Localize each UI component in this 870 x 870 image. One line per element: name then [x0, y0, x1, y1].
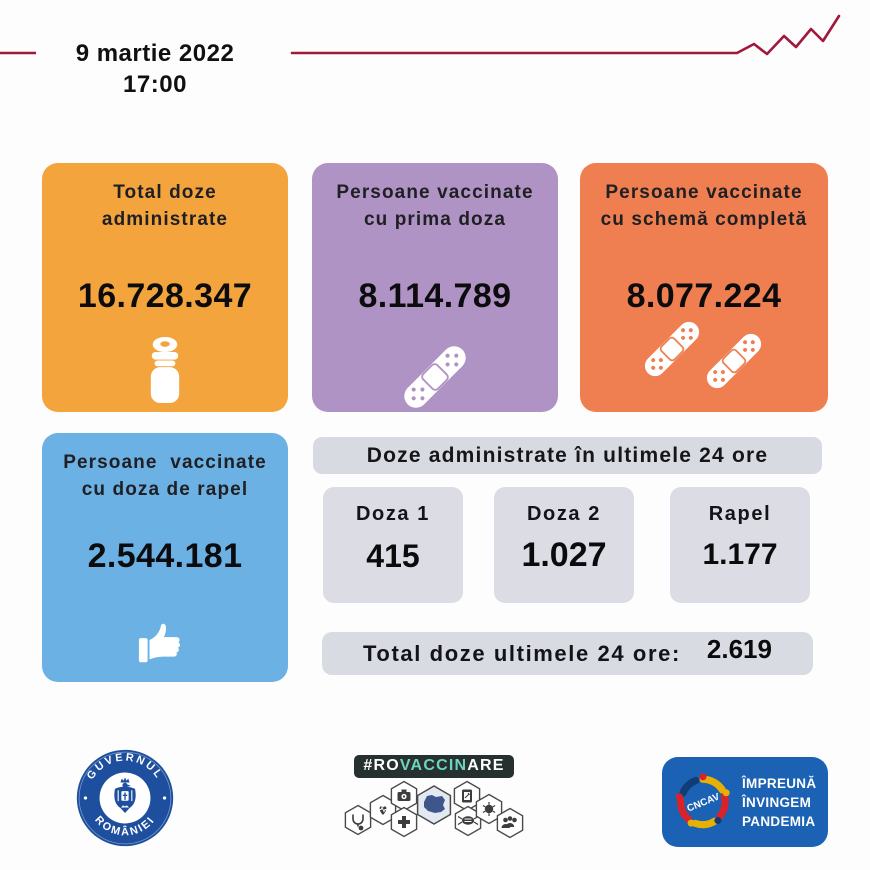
booster-label: Rapel: [708, 503, 772, 525]
vaccine-vial-icon: [42, 336, 288, 404]
card-first-dose: Persoane vaccinate cu prima doza 8.114.7…: [312, 163, 558, 412]
rovaccinare-badge: #ROVACCINARE: [354, 755, 514, 778]
trend-line-icon: [0, 14, 841, 56]
card-full-scheme: Persoane vaccinate cu schemă completă 8.…: [580, 163, 828, 412]
report-datetime: 9 martie 2022 17:00: [40, 38, 270, 100]
cncav-acronym: CNCAV: [686, 791, 722, 814]
romania-map-shape: [424, 795, 445, 813]
card-full-scheme-value: 8.077.224: [626, 277, 782, 315]
report-time: 17:00: [123, 71, 187, 98]
dose2-value: 1.027: [521, 536, 607, 574]
card-first-dose-value: 8.114.789: [358, 277, 512, 315]
total-24h-label: Total doze ultimele 24 ore:: [363, 640, 681, 666]
dose1-label: Doza 1: [355, 503, 431, 525]
double-bandage-icon: [580, 321, 828, 408]
booster-value: 1.177: [702, 538, 778, 571]
card-first-dose-title: Persoane vaccinate cu prima doza: [336, 182, 534, 230]
card-booster-title: Persoane vaccinate cu doza de rapel: [63, 452, 267, 500]
dose1-value: 415: [366, 538, 420, 574]
heart-pulse-hexagon-icon: [379, 806, 387, 815]
thumbs-up-icon: [42, 612, 288, 668]
eagle-emblem-icon: [114, 777, 136, 813]
card-total-doses: Total doze administrate 16.728.347: [42, 163, 288, 412]
card-total-doses-title: Total doze administrate: [101, 182, 229, 230]
card-booster: Persoane vaccinate cu doza de rapel 2.54…: [42, 433, 288, 682]
rovaccinare-logo: #ROVACCINARE: [338, 755, 530, 855]
card-booster-value: 2.544.181: [87, 537, 243, 575]
virus-hexagon-icon: [482, 802, 496, 816]
card-total-doses-value: 16.728.347: [77, 277, 253, 315]
people-hexagon-icon: [501, 816, 517, 828]
government-of-romania-logo: GUVERNUL ROMÂNIEI: [76, 749, 174, 847]
card-full-scheme-title: Persoane vaccinate cu schemă completă: [600, 182, 808, 230]
dose2-label: Doza 2: [526, 503, 602, 525]
stethoscope-hexagon-icon: [352, 814, 364, 831]
dose2-box: Doza 2 1.027: [494, 487, 634, 603]
camera-hexagon-icon: [397, 789, 411, 801]
bandage-icon: [312, 346, 558, 408]
cncav-logo: CNCAV ÎMPREUNĂ ÎNVINGEM PANDEMIA: [662, 757, 828, 847]
cncav-slogan: ÎMPREUNĂ ÎNVINGEM PANDEMIA: [742, 776, 817, 829]
report-date: 9 martie 2022: [75, 40, 235, 67]
booster-box: Rapel 1.177: [670, 487, 810, 603]
medical-cross-hexagon-icon: [398, 816, 410, 828]
last24h-banner: Doze administrate în ultimele 24 ore: [313, 437, 822, 474]
vaccine-record-hexagon-icon: [462, 789, 472, 803]
cncav-emblem-icon: CNCAV: [675, 773, 730, 829]
face-mask-hexagon-icon: [457, 815, 479, 826]
rovaccinare-hexagons: [344, 780, 524, 839]
total-24h-bar: Total doze ultimele 24 ore: 2.619: [322, 632, 813, 675]
dose1-box: Doza 1 415: [323, 487, 463, 603]
total-24h-value: 2.619: [706, 634, 772, 664]
